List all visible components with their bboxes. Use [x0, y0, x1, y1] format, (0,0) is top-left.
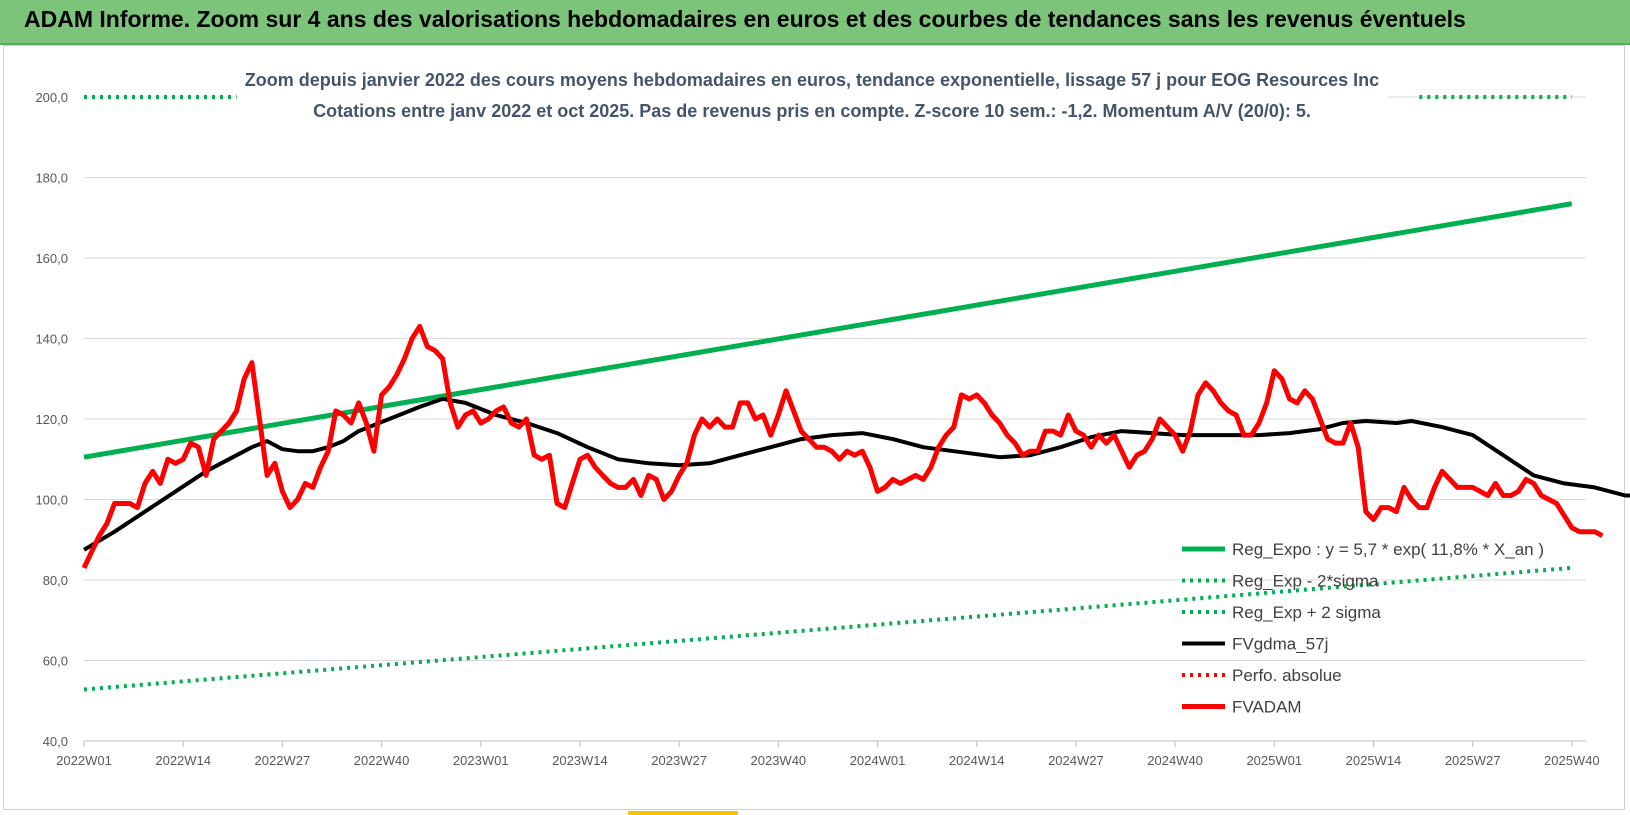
- y-axis-ticks: 40,0 60,0 80,0 100,0 120,0 140,0 160,0 180,0 200…: [35, 90, 68, 749]
- y-tick-label: 140,0: [35, 332, 68, 347]
- x-tick-label: 2023W01: [453, 753, 509, 768]
- x-tick-label: 2022W01: [56, 753, 112, 768]
- y-tick-label: 60,0: [43, 654, 68, 669]
- y-tick-label: 200,0: [35, 90, 68, 105]
- x-tick-label: 2022W40: [354, 753, 410, 768]
- y-tick-label: 80,0: [43, 573, 68, 588]
- legend-label: FVADAM: [1232, 698, 1302, 717]
- series-line-reg-exp-2-sigma: [83, 565, 1572, 692]
- chart-frame: [3, 45, 1625, 810]
- series-layer: [81, 95, 1630, 692]
- series-line-fvadam: [81, 323, 1604, 569]
- legend-label: Reg_Exp + 2 sigma: [1232, 603, 1381, 622]
- chart-subtitle: Cotations entre janv 2022 et oct 2025. P…: [313, 101, 1311, 121]
- x-tick-label: 2024W14: [949, 753, 1005, 768]
- x-tick-label: 2023W27: [651, 753, 707, 768]
- legend-label: Reg_Expo : y = 5,7 * exp( 11,8% * X_an ): [1232, 540, 1544, 559]
- bottom-accent: [628, 811, 738, 815]
- x-tick-label: 2023W40: [751, 753, 807, 768]
- legend-label: FVgdma_57j: [1232, 635, 1328, 654]
- x-axis-ticks: 2022W01 2022W14 2022W27 2022W40 2023W01 2023W…: [56, 740, 1600, 768]
- x-tick-label: 2024W27: [1048, 753, 1104, 768]
- x-tick-label: 2024W40: [1147, 753, 1203, 768]
- x-tick-label: 2025W14: [1346, 753, 1402, 768]
- y-tick-label: 100,0: [35, 493, 68, 508]
- page-title: ADAM Informe. Zoom sur 4 ans des valoris…: [24, 6, 1466, 32]
- y-tick-label: 40,0: [43, 734, 68, 749]
- series-line-reg-expo-y-5-7-exp-11-8-x-an: [83, 201, 1573, 460]
- y-tick-label: 180,0: [35, 171, 68, 186]
- x-tick-label: 2025W40: [1544, 753, 1600, 768]
- chart-title: Zoom depuis janvier 2022 des cours moyen…: [245, 70, 1379, 90]
- x-tick-label: 2025W27: [1445, 753, 1501, 768]
- x-tick-label: 2023W14: [552, 753, 608, 768]
- legend-label: Reg_Exp - 2*sigma: [1232, 572, 1379, 591]
- legend: Reg_Expo : y = 5,7 * exp( 11,8% * X_an )…: [1182, 540, 1544, 717]
- x-tick-label: 2022W27: [255, 753, 311, 768]
- legend-label: Perfo. absolue: [1232, 666, 1342, 685]
- y-tick-label: 120,0: [35, 412, 68, 427]
- header-bar: ADAM Informe. Zoom sur 4 ans des valoris…: [0, 0, 1630, 45]
- x-tick-label: 2024W01: [850, 753, 906, 768]
- x-tick-label: 2025W01: [1246, 753, 1302, 768]
- series-line-fvgdma-57j: [82, 396, 1630, 552]
- title-background: [238, 60, 1388, 128]
- x-tick-label: 2022W14: [155, 753, 211, 768]
- y-tick-label: 160,0: [35, 251, 68, 266]
